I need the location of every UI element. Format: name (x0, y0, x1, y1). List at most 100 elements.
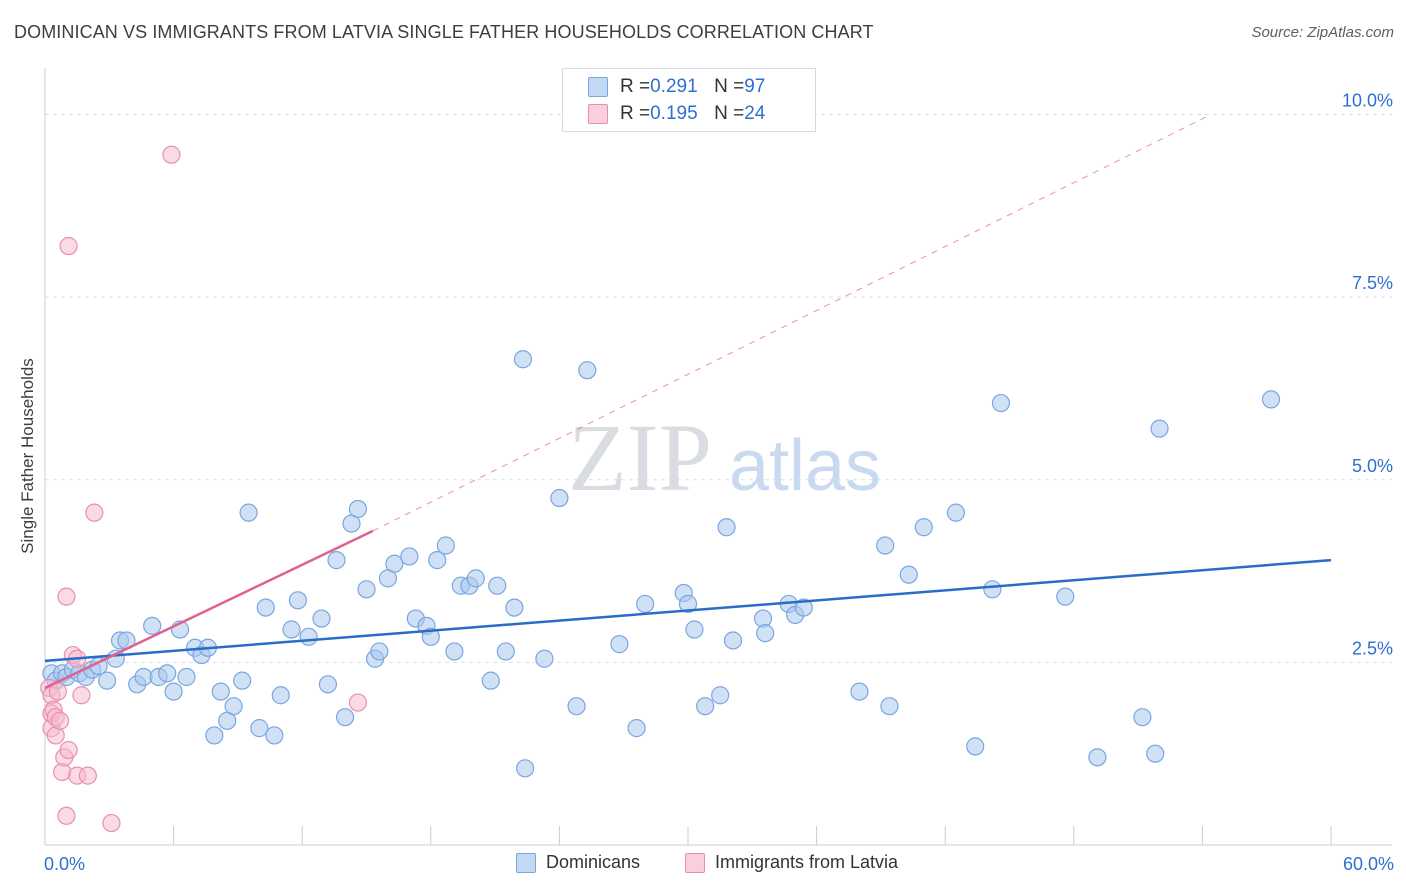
point-dominicans (436, 536, 455, 555)
point-dominicans (348, 499, 368, 519)
point-dominicans (357, 580, 376, 599)
legend-n-label: N = (714, 76, 745, 97)
point-dominicans (288, 591, 308, 610)
point-dominicans (164, 682, 183, 701)
legend-r-value: 0.195 (650, 103, 698, 124)
point-latvia (85, 503, 104, 522)
point-dominicans (696, 697, 715, 716)
point-dominicans (991, 393, 1011, 413)
point-dominicans (282, 620, 301, 639)
point-dominicans (256, 598, 275, 617)
legend-r-label: R = (620, 103, 651, 124)
point-dominicans (1056, 587, 1075, 606)
legend-n-value: 24 (744, 103, 766, 124)
point-dominicans (899, 565, 918, 584)
point-dominicans (327, 551, 346, 570)
legend-n-value: 97 (744, 76, 766, 97)
series-latvia (40, 145, 368, 833)
point-dominicans (505, 598, 524, 617)
legend-swatch-blue (588, 77, 608, 97)
point-dominicans (205, 726, 224, 745)
point-dominicans (535, 649, 554, 668)
point-dominicans (428, 551, 447, 570)
point-dominicans (794, 598, 813, 617)
point-dominicans (271, 686, 290, 705)
legend-item-latvia[interactable]: Immigrants from Latvia (685, 852, 898, 873)
point-dominicans (299, 627, 318, 646)
chart-title: DOMINICAN VS IMMIGRANTS FROM LATVIA SING… (14, 22, 874, 42)
point-dominicans (421, 627, 440, 646)
point-dominicans (481, 671, 500, 690)
point-dominicans (983, 580, 1002, 599)
point-dominicans (335, 708, 355, 727)
point-dominicans (233, 671, 252, 690)
legend-label-dominicans: Dominicans (546, 852, 641, 872)
point-dominicans (265, 726, 284, 745)
y-tick-labels: 2.5% 5.0% 7.5% 10.0% (1342, 91, 1393, 659)
point-latvia (78, 766, 97, 785)
y-tick-label: 5.0% (1352, 456, 1393, 476)
point-latvia (57, 806, 76, 825)
axes (44, 68, 1392, 846)
point-dominicans (400, 547, 419, 566)
watermark-zip: ZIP (568, 404, 712, 511)
legend-item-dominicans[interactable]: Dominicans (516, 852, 640, 873)
trend-line-latvia (44, 529, 374, 690)
point-latvia (102, 813, 121, 833)
point-dominicans (143, 616, 162, 635)
point-dominicans (516, 759, 535, 778)
point-latvia (57, 587, 76, 606)
point-dominicans (550, 488, 569, 508)
source-credit: Source: ZipAtlas.com (1251, 24, 1394, 41)
point-dominicans (250, 719, 269, 738)
trend-lines (44, 114, 1332, 690)
legend-label-latvia: Immigrants from Latvia (715, 852, 899, 872)
point-latvia (72, 686, 91, 705)
point-dominicans (466, 569, 485, 588)
point-dominicans (318, 675, 338, 694)
point-dominicans (370, 642, 389, 661)
point-latvia (348, 693, 368, 712)
legend-r-label: R = (620, 76, 651, 97)
point-dominicans (496, 642, 515, 661)
legend-row-latvia: R = 0.195 N = 24 (588, 102, 765, 126)
point-dominicans (239, 503, 258, 522)
point-dominicans (636, 594, 655, 614)
point-dominicans (211, 682, 230, 701)
x-tick-max: 60.0% (1342, 854, 1394, 874)
point-dominicans (850, 682, 869, 701)
point-dominicans (385, 554, 404, 573)
point-latvia (50, 711, 70, 730)
point-dominicans (610, 635, 629, 654)
point-dominicans (578, 361, 597, 380)
point-dominicans (723, 631, 743, 650)
legend-row-dominicans: R = 0.291 N = 97 (588, 75, 765, 99)
point-latvia (59, 236, 78, 256)
trend-line-dominicans (44, 558, 1332, 663)
point-dominicans (312, 609, 331, 628)
correlation-legend: R = 0.291 N = 97 R = 0.195 N = 24 (562, 68, 816, 132)
point-dominicans (946, 503, 966, 522)
legend-swatch-blue (516, 852, 536, 873)
point-dominicans (914, 518, 933, 537)
point-dominicans (224, 697, 243, 716)
point-dominicans (627, 719, 646, 738)
legend-n-label: N = (714, 103, 745, 124)
y-tick-label: 7.5% (1352, 273, 1393, 293)
y-tick-label: 10.0% (1342, 91, 1393, 111)
point-dominicans (711, 686, 730, 705)
point-dominicans (1150, 419, 1169, 438)
point-dominicans (756, 624, 775, 643)
x-tick-min: 0.0% (44, 854, 86, 874)
point-dominicans (876, 536, 895, 555)
point-dominicans (1088, 748, 1107, 767)
point-dominicans (685, 620, 704, 639)
legend-swatch-pink (685, 852, 705, 873)
point-dominicans (177, 667, 196, 687)
point-dominicans (445, 642, 464, 661)
point-latvia (162, 145, 181, 164)
point-latvia (59, 740, 78, 760)
point-dominicans (158, 664, 177, 683)
y-tick-label: 2.5% (1352, 638, 1393, 658)
